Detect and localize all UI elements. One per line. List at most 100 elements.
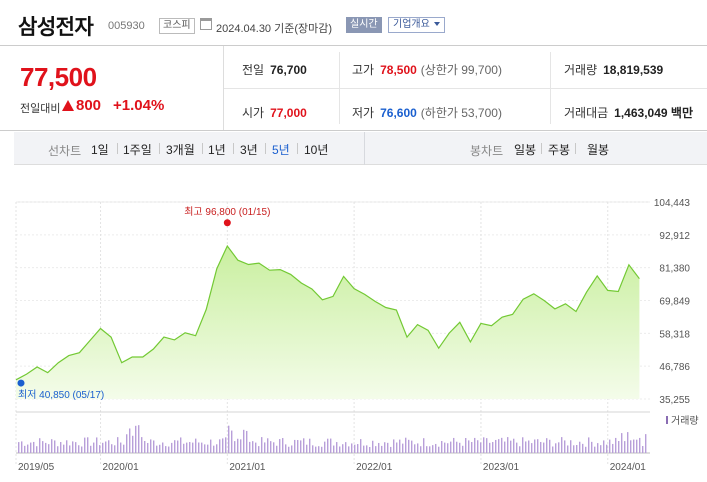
volume-bar [615, 437, 617, 453]
volume-bar [627, 432, 629, 453]
stock-code: 005930 [108, 20, 145, 32]
volume-bar [309, 438, 311, 453]
candle-monthly[interactable]: 월봉 [587, 143, 610, 157]
column-divider [339, 52, 340, 124]
volume-bar [165, 446, 167, 453]
volume: 거래량 18,819,539 [564, 63, 664, 77]
volume-bar [486, 438, 488, 453]
volume-bar [552, 446, 554, 453]
volume-bar [96, 437, 98, 453]
chart-period-bar: 선차트 1일 1주일 3개월 1년 3년 5년 10년 봉차트 일봉 주봉 월봉 [14, 132, 707, 165]
volume-bar [633, 439, 635, 453]
volume-bar [126, 434, 128, 453]
volume-bar [108, 440, 110, 453]
period-10y[interactable]: 10년 [304, 143, 329, 157]
volume-bar [183, 443, 185, 453]
volume-bar [528, 440, 530, 453]
volume-bar [216, 444, 218, 453]
period-1y[interactable]: 1년 [208, 143, 226, 157]
volume-bar [168, 446, 170, 453]
line-chart-label: 선차트 [48, 144, 82, 158]
open-price: 시가 77,000 [242, 106, 307, 120]
volume-bar [18, 442, 20, 453]
company-overview-dropdown[interactable]: 기업개요 [388, 17, 445, 33]
volume-bar [330, 438, 332, 453]
realtime-button[interactable]: 실시간 [346, 17, 382, 33]
volume-bar [186, 442, 188, 453]
candle-weekly[interactable]: 주봉 [548, 143, 571, 157]
volume-bar [252, 441, 254, 453]
volume-bar [585, 446, 587, 453]
volume-bar [72, 441, 74, 453]
quote-panel: 77,500 전일대비 800 +1.04% 전일 76,700 고가 78,500… [0, 45, 707, 131]
volume-bar [642, 445, 644, 453]
volume-bar [225, 437, 227, 453]
volume-bar [612, 443, 614, 453]
volume-bar [306, 444, 308, 453]
current-price-box: 77,500 전일대비 800 +1.04% [0, 46, 224, 130]
volume-bar [285, 444, 287, 453]
volume-bar [198, 442, 200, 453]
volume-bar [135, 425, 137, 453]
volume-bar [366, 445, 368, 453]
high-price: 고가 78,500 (상한가 99,700) [352, 63, 502, 77]
volume-bar [231, 430, 233, 453]
stock-name: 삼성전자 [18, 16, 94, 39]
period-1d[interactable]: 1일 [91, 143, 109, 157]
volume-bar [582, 443, 584, 453]
volume-bar [624, 441, 626, 453]
period-3m[interactable]: 3개월 [166, 143, 195, 157]
period-1w[interactable]: 1주일 [123, 143, 152, 157]
volume-bar [261, 437, 263, 453]
volume-bar [60, 442, 62, 453]
volume-bar [246, 430, 248, 453]
row-divider [224, 88, 707, 89]
volume-bar [387, 442, 389, 453]
candle-daily[interactable]: 일봉 [514, 143, 537, 157]
volume-bar [264, 442, 266, 453]
x-tick-label: 2024/01 [610, 462, 647, 473]
volume-bar [381, 445, 383, 453]
period-5y[interactable]: 5년 [272, 143, 290, 157]
volume-bar [213, 445, 215, 453]
volume-bar [489, 442, 491, 453]
volume-bar [636, 439, 638, 453]
volume-bar [597, 443, 599, 453]
volume-bar [423, 438, 425, 453]
volume-bar [141, 437, 143, 453]
volume-bar [570, 440, 572, 453]
separator [575, 143, 576, 154]
volume-bar [504, 441, 506, 453]
volume-bar [483, 437, 485, 453]
volume-bar [258, 446, 260, 453]
y-tick-label: 35,255 [659, 395, 690, 406]
volume-bar [138, 425, 140, 453]
chevron-down-icon [433, 22, 440, 27]
volume-bar [30, 442, 32, 453]
volume-bar [630, 440, 632, 453]
volume-bar [513, 438, 515, 453]
volume-bar [237, 438, 239, 453]
stock-header: 삼성전자 005930 코스피 2024.04.30 기준(장마감) 실시간 기… [0, 0, 707, 45]
separator [541, 143, 542, 154]
volume-bar [66, 440, 68, 453]
period-3y[interactable]: 3년 [240, 143, 258, 157]
volume-bar [228, 425, 230, 453]
volume-bar [444, 442, 446, 453]
volume-bar [441, 440, 443, 453]
chart-svg: 104,443 92,912 81,380 69,849 58,318 46,786 35,… [15, 198, 699, 473]
volume-bar [132, 435, 134, 453]
volume-bar [576, 444, 578, 453]
volume-bar [531, 443, 533, 453]
y-tick-label: 92,912 [659, 231, 690, 242]
volume-bar [345, 442, 347, 453]
volume-bar [51, 439, 53, 453]
volume-bar [117, 437, 119, 453]
volume-bar [438, 446, 440, 453]
volume-bar [375, 446, 377, 453]
current-price: 77,500 [20, 62, 97, 92]
volume-bar [78, 445, 80, 453]
volume-bar [591, 441, 593, 453]
volume-bar [639, 437, 641, 453]
volume-bar [468, 440, 470, 453]
